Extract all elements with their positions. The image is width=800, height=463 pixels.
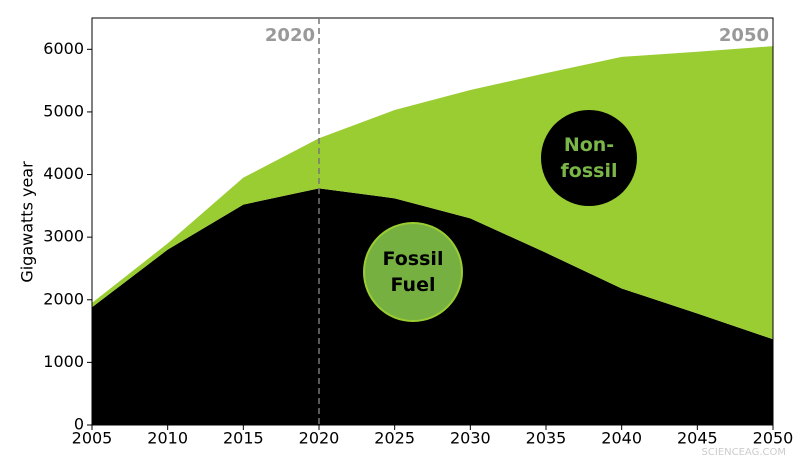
- legend-label: Fossil Fuel: [365, 224, 461, 320]
- y-axis-label: Gigawatts year: [18, 161, 37, 283]
- annotation: 2020: [265, 25, 315, 46]
- y-tick-label: 2000: [43, 289, 84, 308]
- x-tick-label: 2045: [677, 429, 718, 448]
- y-tick-label: 6000: [43, 39, 84, 58]
- watermark: SCIENCEAG.COM: [702, 447, 786, 458]
- legend-label: Non-fossil: [543, 112, 635, 204]
- y-tick-label: 5000: [43, 101, 84, 120]
- x-tick-label: 2050: [753, 429, 794, 448]
- x-tick-label: 2030: [450, 429, 491, 448]
- y-tick-label: 3000: [43, 227, 84, 246]
- y-tick-label: 4000: [43, 164, 84, 183]
- y-tick-label: 1000: [43, 352, 84, 371]
- x-tick-label: 2015: [223, 429, 264, 448]
- x-tick-label: 2010: [147, 429, 188, 448]
- x-tick-label: 2035: [526, 429, 567, 448]
- plot-frame: [91, 17, 774, 426]
- x-tick-label: 2025: [374, 429, 415, 448]
- x-tick-label: 2040: [601, 429, 642, 448]
- y-tick-label: 0: [74, 415, 84, 434]
- x-tick-label: 2020: [299, 429, 340, 448]
- x-tick-label: 2005: [72, 429, 113, 448]
- annotation: 2050: [719, 25, 769, 46]
